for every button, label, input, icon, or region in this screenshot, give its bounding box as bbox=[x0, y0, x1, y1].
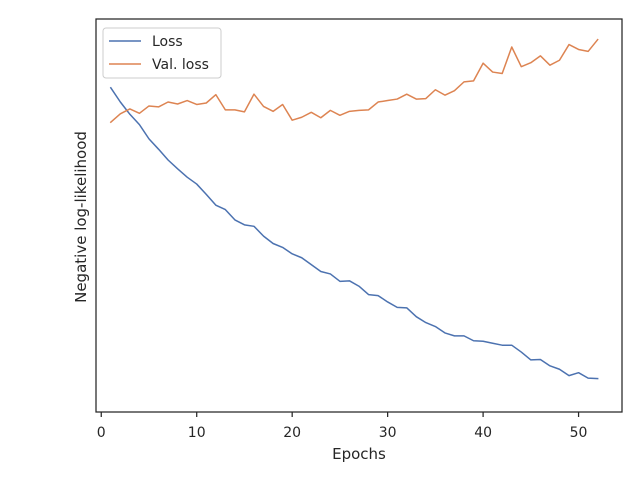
y-axis-label: Negative log-likelihood bbox=[72, 131, 90, 303]
series-line-val-loss bbox=[109, 38, 599, 124]
legend-label: Val. loss bbox=[152, 57, 209, 73]
x-tick-label: 40 bbox=[474, 425, 492, 441]
series-line-loss bbox=[109, 86, 599, 380]
x-tick-label: 0 bbox=[97, 425, 106, 441]
x-tick-label: 50 bbox=[570, 425, 588, 441]
legend: Loss Val. loss bbox=[102, 27, 222, 79]
x-tick-label: 30 bbox=[379, 425, 397, 441]
plot-area bbox=[96, 19, 622, 412]
legend-label: Loss bbox=[152, 34, 183, 50]
x-tick-label: 10 bbox=[188, 425, 206, 441]
x-axis-label: Epochs bbox=[332, 445, 386, 463]
x-tick-label: 20 bbox=[283, 425, 301, 441]
plot-frame bbox=[95, 18, 623, 413]
